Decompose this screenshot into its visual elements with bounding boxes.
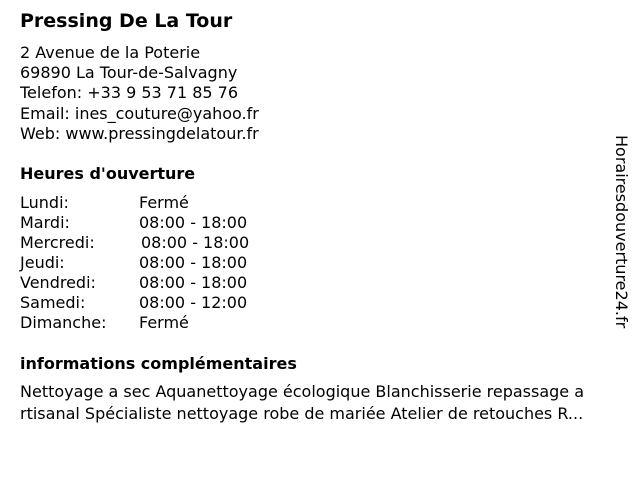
- day: Mercredi:: [20, 233, 95, 252]
- time: Fermé: [139, 193, 189, 212]
- day: Mardi:: [20, 213, 70, 232]
- hours-heading: Heures d'ouverture: [20, 164, 196, 183]
- info-text: Nettoyage a sec Aquanettoyage écologique…: [20, 381, 584, 425]
- day: Samedi:: [20, 293, 86, 312]
- address-line-1: 2 Avenue de la Poterie: [20, 43, 201, 62]
- contact-block: 2 Avenue de la Poterie 69890 La Tour-de-…: [20, 43, 259, 144]
- time: 08:00 - 18:00: [141, 233, 250, 252]
- address-line-2: 69890 La Tour-de-Salvagny: [20, 63, 238, 83]
- website: Web: www.pressingdelatour.fr: [20, 123, 259, 143]
- info-line-2: rtisanal Spécialiste nettoyage robe de m…: [20, 404, 584, 423]
- time: 08:00 - 18:00: [139, 253, 248, 272]
- time: 08:00 - 18:00: [139, 213, 248, 232]
- site-watermark: Horairesdouverture24.fr: [612, 135, 631, 329]
- business-name: Pressing De La Tour: [20, 10, 233, 32]
- email: Email: ines_couture@yahoo.fr: [20, 103, 259, 123]
- time: Fermé: [139, 313, 189, 332]
- time: 08:00 - 18:00: [139, 273, 248, 292]
- day: Lundi:: [20, 193, 69, 212]
- day: Jeudi:: [20, 253, 65, 272]
- day: Dimanche:: [20, 313, 107, 332]
- phone: Telefon: +33 9 53 71 85 76: [20, 83, 239, 103]
- info-line-1: Nettoyage a sec Aquanettoyage écologique…: [20, 382, 585, 401]
- day: Vendredi:: [20, 273, 96, 292]
- info-heading: informations complémentaires: [20, 354, 297, 373]
- time: 08:00 - 12:00: [139, 293, 248, 312]
